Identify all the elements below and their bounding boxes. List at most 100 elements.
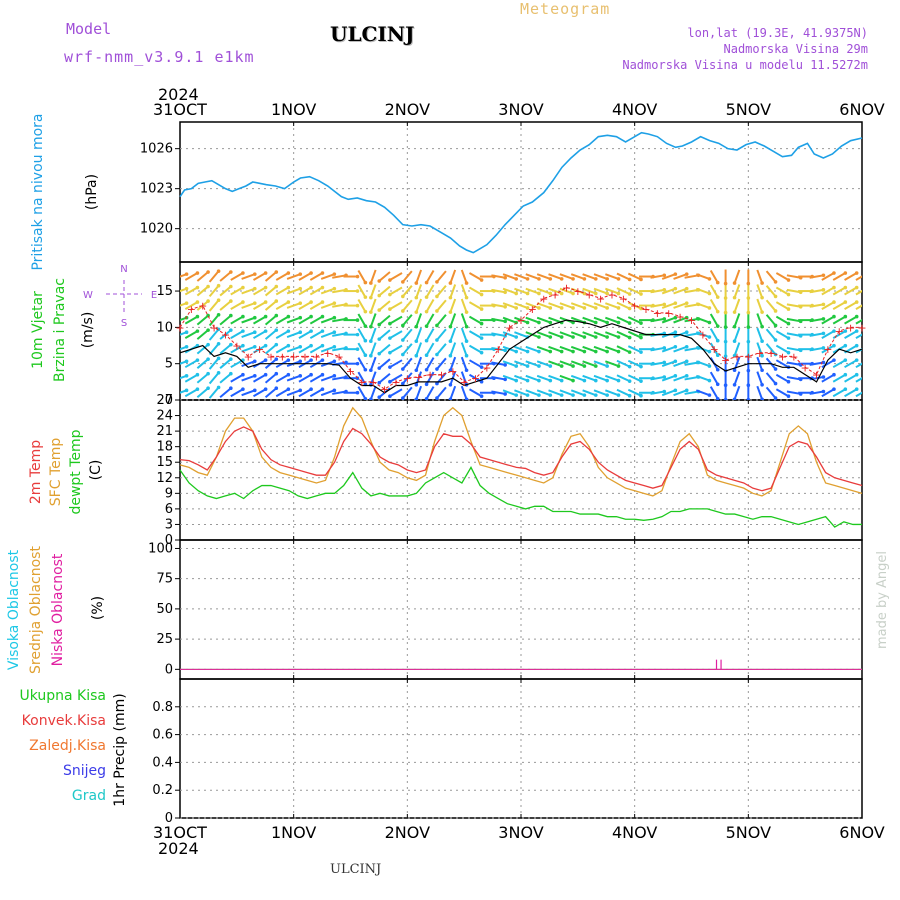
temp-label-3: dewpt Temp <box>68 429 84 514</box>
wind-arrow-head <box>435 294 439 299</box>
cloud-label-3: Niska Oblacnost <box>50 553 66 666</box>
wind-gust-marker: + <box>357 376 366 389</box>
wind-arrow <box>449 298 457 313</box>
wind-arrow-head <box>525 378 530 383</box>
wind-arrow-head <box>605 277 609 281</box>
wind-arrow-head <box>332 374 337 378</box>
wind-arrow-head <box>263 372 268 377</box>
wind-arrow <box>449 313 457 328</box>
wind-arrow-head <box>843 300 848 304</box>
wind-arrow <box>320 302 335 309</box>
precip-ytick-label: 0.2 <box>152 783 173 798</box>
wind-ytick-label: 10 <box>156 320 173 335</box>
wind-arrow <box>491 390 506 395</box>
wind-arrow <box>219 314 232 326</box>
wind-arrow-head <box>355 390 360 395</box>
wind-gust-marker: + <box>698 329 707 342</box>
wind-arrow-head <box>286 300 291 304</box>
wind-arrow <box>286 374 301 382</box>
wind-arrow-head <box>537 349 541 354</box>
wind-arrow-head <box>479 321 484 326</box>
wind-arrow-head <box>786 278 791 282</box>
wind-arrow <box>184 359 198 369</box>
precip-unit: 1hr Precip (mm) <box>112 693 128 806</box>
wind-arrow-head <box>821 302 826 307</box>
wind-arrow-head <box>414 368 419 373</box>
wind-arrow <box>241 331 256 338</box>
temperature-ytick-label: 24 <box>156 409 173 424</box>
wind-arrow-head <box>537 277 541 281</box>
wind-arrow-head <box>355 318 360 322</box>
wind-arrow-head <box>821 360 826 365</box>
wind-arrow-head <box>866 329 870 333</box>
wind-arrow-head <box>715 280 720 285</box>
wind-arrow <box>378 343 391 355</box>
wind-arrow-head <box>377 279 382 283</box>
wind-arrow <box>460 327 468 342</box>
wind-arrow <box>219 300 232 311</box>
wind-arrow <box>369 313 377 328</box>
wind-arrow-head <box>732 295 737 300</box>
wind-arrow <box>627 345 642 354</box>
wind-gust-marker: + <box>744 350 753 363</box>
wind-arrow-head <box>369 368 373 373</box>
wind-arrow-head <box>309 358 313 362</box>
wind-arrow <box>775 315 789 325</box>
wind-arrow <box>570 273 585 280</box>
wind-arrow <box>605 389 619 397</box>
wind-arrow <box>502 389 517 397</box>
wind-arrow <box>593 316 608 324</box>
wind-arrow <box>605 287 619 295</box>
wind-arrow <box>378 285 391 297</box>
wind-arrow <box>436 314 447 327</box>
wind-gust-marker: + <box>846 321 855 334</box>
wind-arrow-head <box>773 294 778 299</box>
wind-arrow-head <box>627 335 632 340</box>
wind-arrow-head <box>195 358 200 362</box>
wind-arrow-head <box>286 343 291 348</box>
wind-arrow-head <box>639 321 643 325</box>
wind-arrow <box>695 389 710 397</box>
wind-arrow <box>536 302 551 309</box>
wind-arrow <box>468 330 483 339</box>
wind-arrow <box>733 269 741 284</box>
wind-arrow-head <box>363 280 368 285</box>
wind-arrow-head <box>662 302 667 307</box>
wind-arrow-head <box>252 286 257 291</box>
wind-arrow-head <box>605 306 609 310</box>
wind-arrow-head <box>715 338 720 343</box>
wind-arrow-head <box>684 359 689 364</box>
wind-arrow <box>627 374 642 383</box>
wind-arrow <box>548 273 563 280</box>
wind-arrow-head <box>241 343 245 348</box>
wind-arrow-head <box>377 337 382 341</box>
wind-arrow <box>286 316 301 324</box>
wind-arrow <box>684 274 699 279</box>
wind-arrow-head <box>195 300 200 304</box>
wind-arrow-head <box>435 309 439 313</box>
wind-arrow <box>832 272 846 281</box>
wind-arrow <box>502 374 517 382</box>
pressure-line <box>179 131 863 254</box>
wind-arrow-head <box>241 314 245 319</box>
wind-arrow <box>627 287 642 295</box>
wind-gust-marker: + <box>425 369 434 382</box>
wind-arrow <box>844 315 858 325</box>
wind-arrow <box>460 269 468 284</box>
wind-arrow-head <box>424 280 429 285</box>
wind-arrow <box>309 330 323 339</box>
wind-arrow-head <box>479 336 484 340</box>
wind-arrow-head <box>424 396 429 400</box>
wind-arrow-head <box>363 309 368 314</box>
wind-arrow-head <box>723 339 728 344</box>
wind-arrow-head <box>832 285 836 290</box>
wind-arrow <box>286 331 301 338</box>
precip-legend-1: Ukupna Kisa <box>19 688 106 704</box>
wind-arrow-head <box>605 364 609 368</box>
wind-arrow-head <box>707 277 712 281</box>
wind-arrow-head <box>424 338 429 343</box>
wind-arrow <box>320 374 335 382</box>
precip-frame <box>179 678 863 819</box>
cloud-label-2: Srednja Oblacnost <box>28 546 44 674</box>
wind-arrow <box>230 388 244 398</box>
